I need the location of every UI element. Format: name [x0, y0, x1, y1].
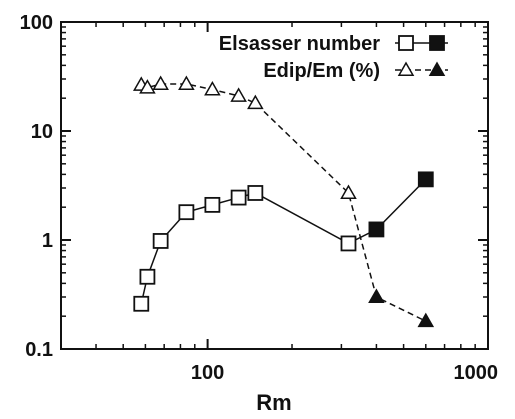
axis-ticks: 0.1 1 10 100 100 1000 — [20, 12, 498, 384]
data-point-triangle — [417, 312, 435, 328]
data-point-triangle — [178, 75, 195, 90]
data-point-triangle — [139, 79, 156, 94]
data-point-triangle — [247, 94, 264, 110]
x-tick-label: 100 — [191, 362, 224, 384]
legend-marker-open — [397, 61, 415, 76]
data-point-triangle — [152, 75, 169, 90]
data-point-square — [133, 295, 150, 312]
series-layer — [132, 75, 435, 328]
data-point-triangle — [230, 87, 247, 102]
legend-marker-open — [398, 35, 414, 51]
data-point-square — [152, 233, 169, 249]
data-point-triangle — [204, 81, 221, 96]
data-point-square — [204, 196, 221, 213]
data-point-square — [230, 189, 247, 206]
legend-marker-filled — [429, 35, 445, 51]
legend-label: Edip/Em (%) — [263, 60, 380, 82]
data-point-square — [247, 185, 264, 201]
y-tick-label: 1 — [42, 230, 53, 252]
data-point-triangle — [340, 184, 357, 199]
series-line — [140, 83, 427, 322]
legend: Elsasser number Edip/Em (%) — [219, 33, 448, 82]
x-axis-title: Rm — [256, 390, 291, 415]
series-1 — [133, 171, 434, 312]
y-tick-label: 0.1 — [25, 339, 53, 361]
data-point-square — [368, 221, 385, 238]
legend-label: Elsasser number — [219, 33, 380, 55]
data-point-square — [340, 235, 357, 252]
y-tick-label: 100 — [20, 12, 53, 34]
x-tick-label: 1000 — [454, 362, 499, 384]
series-2 — [132, 75, 435, 328]
data-point-square — [178, 204, 195, 221]
data-point-square — [417, 171, 434, 188]
series-line — [140, 178, 427, 304]
data-point-triangle — [368, 288, 385, 303]
legend-marker-filled — [428, 61, 446, 76]
plot-frame — [60, 21, 489, 350]
y-tick-label: 10 — [31, 121, 53, 143]
data-point-square — [139, 268, 156, 285]
